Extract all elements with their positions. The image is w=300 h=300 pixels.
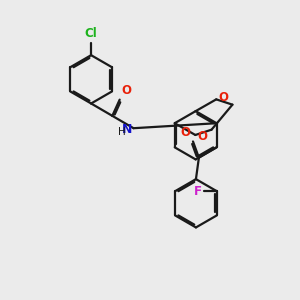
- Text: F: F: [194, 185, 202, 198]
- Text: Cl: Cl: [85, 28, 98, 40]
- Text: O: O: [121, 84, 131, 97]
- Text: O: O: [219, 92, 229, 104]
- Text: N: N: [122, 124, 132, 136]
- Text: O: O: [180, 126, 190, 139]
- Text: O: O: [198, 130, 208, 143]
- Text: H: H: [118, 127, 126, 137]
